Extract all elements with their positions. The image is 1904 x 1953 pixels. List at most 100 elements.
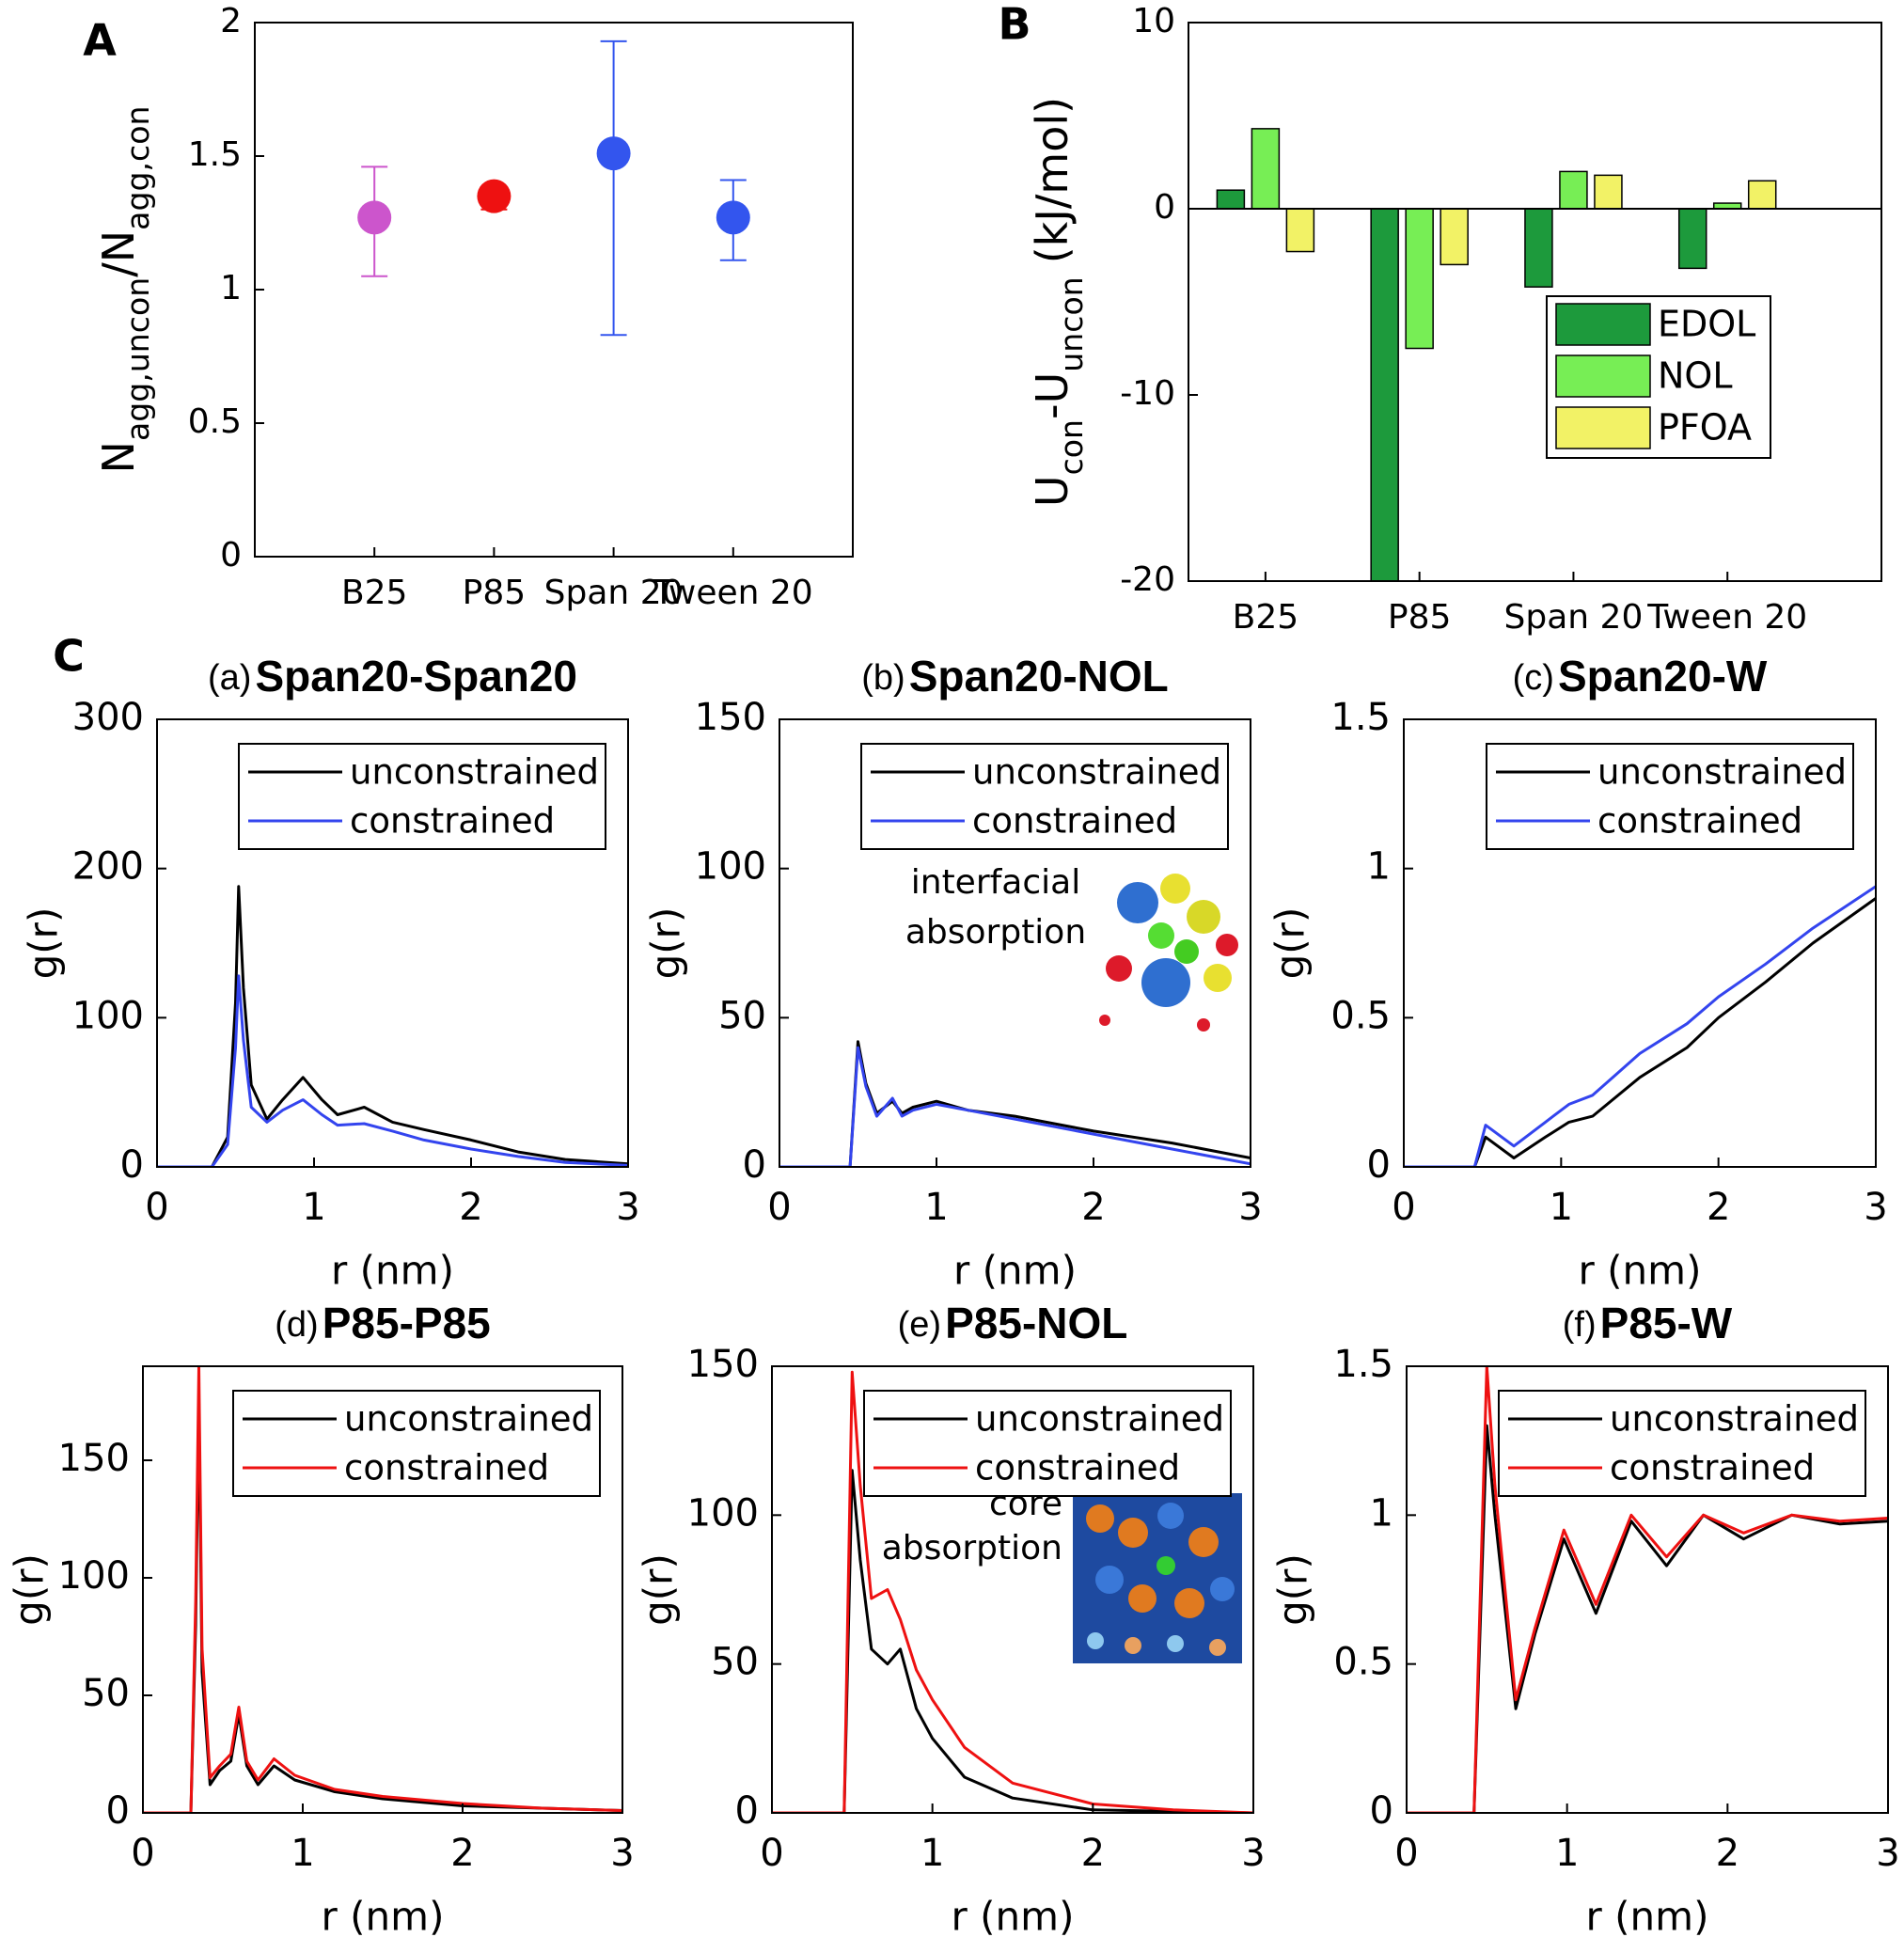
y-axis-label: g(r) xyxy=(21,907,67,980)
x-axis-label: r (nm) xyxy=(953,1248,1077,1294)
x-tick-label: 0 xyxy=(145,1186,168,1229)
x-axis-label: r (nm) xyxy=(952,1894,1075,1940)
legend-label: unconstrained xyxy=(975,1399,1224,1440)
chart-title: (e)P85-NOL xyxy=(898,1299,1128,1347)
inset-atom xyxy=(1204,964,1232,992)
y-axis-label: g(r) xyxy=(1267,907,1314,980)
inset-atom xyxy=(1125,1637,1141,1654)
title-prefix: (a) xyxy=(208,658,251,698)
legend-label: constrained xyxy=(972,801,1177,842)
x-axis-label: r (nm) xyxy=(331,1248,454,1294)
y-tick-label: 50 xyxy=(718,994,766,1037)
x-tick-label: 2 xyxy=(1081,1186,1105,1229)
y-axis-label-part: (kJ/mol) xyxy=(1027,97,1078,263)
y-axis-label-part: N xyxy=(93,441,144,473)
y-tick-label: 150 xyxy=(695,696,766,739)
bar xyxy=(1285,208,1315,253)
line-series xyxy=(1407,1366,1888,1813)
inset-atom xyxy=(1210,1577,1235,1601)
legend-label: EDOL xyxy=(1658,304,1755,345)
y-tick-label: 0.5 xyxy=(1330,994,1391,1037)
bar xyxy=(1559,170,1588,210)
y-tick-label: 200 xyxy=(72,845,144,889)
inset-atom xyxy=(1209,1639,1226,1656)
y-tick-label: 10 xyxy=(1132,2,1175,40)
plot-frame xyxy=(1403,718,1877,1168)
x-tick-label: 1 xyxy=(302,1186,325,1229)
y-tick-label: 1.5 xyxy=(1333,1343,1393,1386)
title-main: P85-W xyxy=(1600,1299,1733,1347)
line-series xyxy=(157,974,628,1167)
legend: unconstrained constrained xyxy=(1486,743,1854,850)
y-tick-label: 100 xyxy=(687,1491,759,1535)
x-tick-label: B25 xyxy=(1233,598,1299,637)
y-tick-label: 0.5 xyxy=(188,402,242,441)
x-tick-label: 2 xyxy=(1716,1832,1739,1875)
legend-swatch xyxy=(1555,303,1651,346)
y-tick-label: 100 xyxy=(72,994,144,1037)
legend-label: constrained xyxy=(1597,801,1802,842)
y-tick-label: 0 xyxy=(106,1789,130,1833)
inset-atom xyxy=(1216,934,1238,956)
inset-interfacial xyxy=(1095,865,1238,1032)
inset-atom xyxy=(1095,1566,1124,1594)
y-tick-label: 2 xyxy=(220,2,242,40)
y-tick-label: 0 xyxy=(1154,188,1175,227)
legend: unconstrained constrained xyxy=(1498,1390,1866,1497)
legend: EDOL NOL PFOA xyxy=(1546,295,1771,459)
y-axis-label-part: -U xyxy=(1027,372,1078,419)
x-tick-label: 0 xyxy=(1392,1186,1415,1229)
y-tick-label: 1 xyxy=(1370,1491,1393,1535)
annotation: absorption xyxy=(905,913,1086,952)
plot-frame xyxy=(142,1365,623,1814)
y-tick-label: 0.5 xyxy=(1333,1641,1393,1684)
legend-swatch xyxy=(1555,406,1651,449)
x-tick-label: 2 xyxy=(1707,1186,1730,1229)
inset-atom xyxy=(1160,874,1190,904)
line-series xyxy=(779,1046,1251,1167)
y-axis-label-part: U xyxy=(1027,475,1078,507)
y-axis-label-part: con xyxy=(1053,419,1090,475)
line-series xyxy=(772,1370,1253,1813)
y-tick-label: 0 xyxy=(1370,1789,1393,1833)
plot-area xyxy=(1216,128,1777,581)
x-tick-label: 1 xyxy=(921,1832,944,1875)
y-axis-label: g(r) xyxy=(7,1553,53,1626)
y-axis-label: Nagg,uncon/Nagg,con xyxy=(93,106,157,474)
plot-frame xyxy=(771,1365,1254,1814)
y-tick-label: 300 xyxy=(72,696,144,739)
legend: unconstrained constrained xyxy=(238,743,606,850)
chart-title: (b)Span20-NOL xyxy=(861,652,1169,701)
legend-label: constrained xyxy=(350,801,555,842)
y-tick-label: 1 xyxy=(1367,845,1391,889)
plot-area xyxy=(357,39,750,337)
x-axis-label: r (nm) xyxy=(1579,1248,1702,1294)
plot-area xyxy=(143,1366,622,1813)
inset-core xyxy=(1073,1493,1242,1663)
y-tick-label: 0 xyxy=(1367,1143,1391,1187)
x-tick-label: 3 xyxy=(1876,1832,1899,1875)
panel-label: C xyxy=(53,631,85,682)
inset-atom xyxy=(1106,955,1132,982)
legend-swatch xyxy=(1555,354,1651,398)
chart-title: (f)P85-W xyxy=(1563,1299,1733,1347)
chart-title: (a)Span20-Span20 xyxy=(208,652,577,701)
line-series xyxy=(772,1469,1253,1813)
line-series xyxy=(1404,897,1876,1167)
bar xyxy=(1747,180,1777,210)
y-tick-label: 50 xyxy=(82,1672,130,1715)
line-series xyxy=(1404,885,1876,1167)
inset-atom xyxy=(1174,939,1199,964)
legend-box xyxy=(232,1390,601,1497)
y-axis-label-part: /N xyxy=(93,230,144,277)
line-series xyxy=(1407,1424,1888,1813)
x-tick-label: Span 20 xyxy=(1504,598,1644,637)
x-tick-label: P85 xyxy=(1388,598,1452,637)
title-main: P85-NOL xyxy=(945,1299,1127,1347)
x-tick-label: 0 xyxy=(131,1832,154,1875)
title-prefix: (e) xyxy=(898,1305,941,1345)
inset-atom xyxy=(1128,1584,1157,1613)
x-tick-label: 3 xyxy=(616,1186,639,1229)
x-tick-label: 3 xyxy=(610,1832,634,1875)
